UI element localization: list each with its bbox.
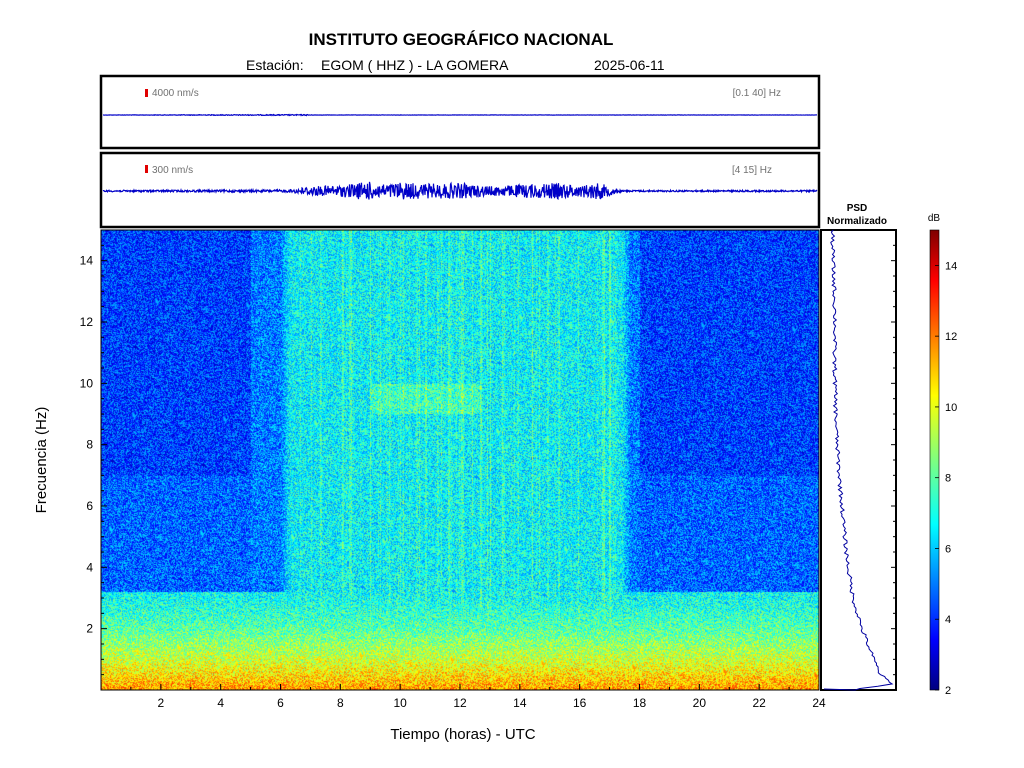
x-tick-label: 22 <box>752 696 766 710</box>
x-tick-label: 2 <box>157 696 164 710</box>
psd-line <box>823 229 894 691</box>
x-tick-label: 8 <box>337 696 344 710</box>
x-tick-label: 16 <box>573 696 587 710</box>
y-tick-label: 10 <box>80 376 94 390</box>
colorbar-tick-label: 2 <box>945 685 951 697</box>
psd-title-line-2: Normalizado <box>827 216 887 227</box>
colorbar-ticks: 2 4 6 8 10 12 14 <box>935 260 957 697</box>
seismogram-panel-1: 4000 nm/s [0.1 40] Hz <box>99 74 821 150</box>
trace-line <box>102 181 818 200</box>
x-tick-label: 18 <box>633 696 647 710</box>
colorbar-tick-label: 4 <box>945 614 951 626</box>
station-name: EGOM ( HHZ ) - LA GOMERA <box>321 57 509 73</box>
seismogram-panel-2: 300 nm/s [4 15] Hz <box>99 151 821 229</box>
spectrogram-image <box>101 230 819 690</box>
colorbar-tick-label: 10 <box>945 402 957 414</box>
colorbar-tick-label: 6 <box>945 543 951 555</box>
trace-line <box>102 113 818 117</box>
scale-label-1: 4000 nm/s <box>152 88 199 99</box>
x-tick-label: 4 <box>217 696 224 710</box>
y-tick-label: 8 <box>86 438 93 452</box>
y-tick-label: 14 <box>80 254 94 268</box>
y-tick-label: 2 <box>86 622 93 636</box>
y-tick-label: 6 <box>86 499 93 513</box>
x-tick-label: 6 <box>277 696 284 710</box>
x-tick-label: 24 <box>812 696 826 710</box>
colorbar-unit-label: dB <box>928 213 941 224</box>
band-label-2: [4 15] Hz <box>732 165 772 176</box>
psd-ticks <box>891 244 896 676</box>
record-date: 2025-06-11 <box>594 57 665 73</box>
figure-title: INSTITUTO GEOGRÁFICO NACIONAL <box>309 30 614 49</box>
scale-bar-2 <box>145 165 148 173</box>
band-label-1: [0.1 40] Hz <box>733 88 781 99</box>
station-label: Estación: <box>246 57 304 73</box>
psd-panel: PSD Normalizado <box>820 203 897 691</box>
x-tick-label: 10 <box>393 696 407 710</box>
seismogram-trace-2 <box>102 181 818 200</box>
y-axis-label: Frecuencia (Hz) <box>33 407 50 514</box>
seismogram-trace-1 <box>102 113 818 117</box>
colorbar-tick-label: 12 <box>945 331 957 343</box>
colorbar-tick-label: 14 <box>945 260 957 272</box>
colorbar-gradient <box>929 229 940 691</box>
y-tick-label: 12 <box>80 315 94 329</box>
colorbar-tick-label: 8 <box>945 473 951 485</box>
x-axis-label: Tiempo (horas) - UTC <box>390 726 535 743</box>
scale-bar-1 <box>145 89 148 97</box>
scale-label-2: 300 nm/s <box>152 165 193 176</box>
x-tick-label: 20 <box>693 696 707 710</box>
psd-title-line-1: PSD <box>847 203 868 214</box>
colorbar: dB 2 4 6 8 10 12 14 <box>928 213 957 697</box>
y-tick-label: 4 <box>86 560 93 574</box>
x-tick-label: 14 <box>513 696 527 710</box>
x-tick-label: 12 <box>453 696 467 710</box>
